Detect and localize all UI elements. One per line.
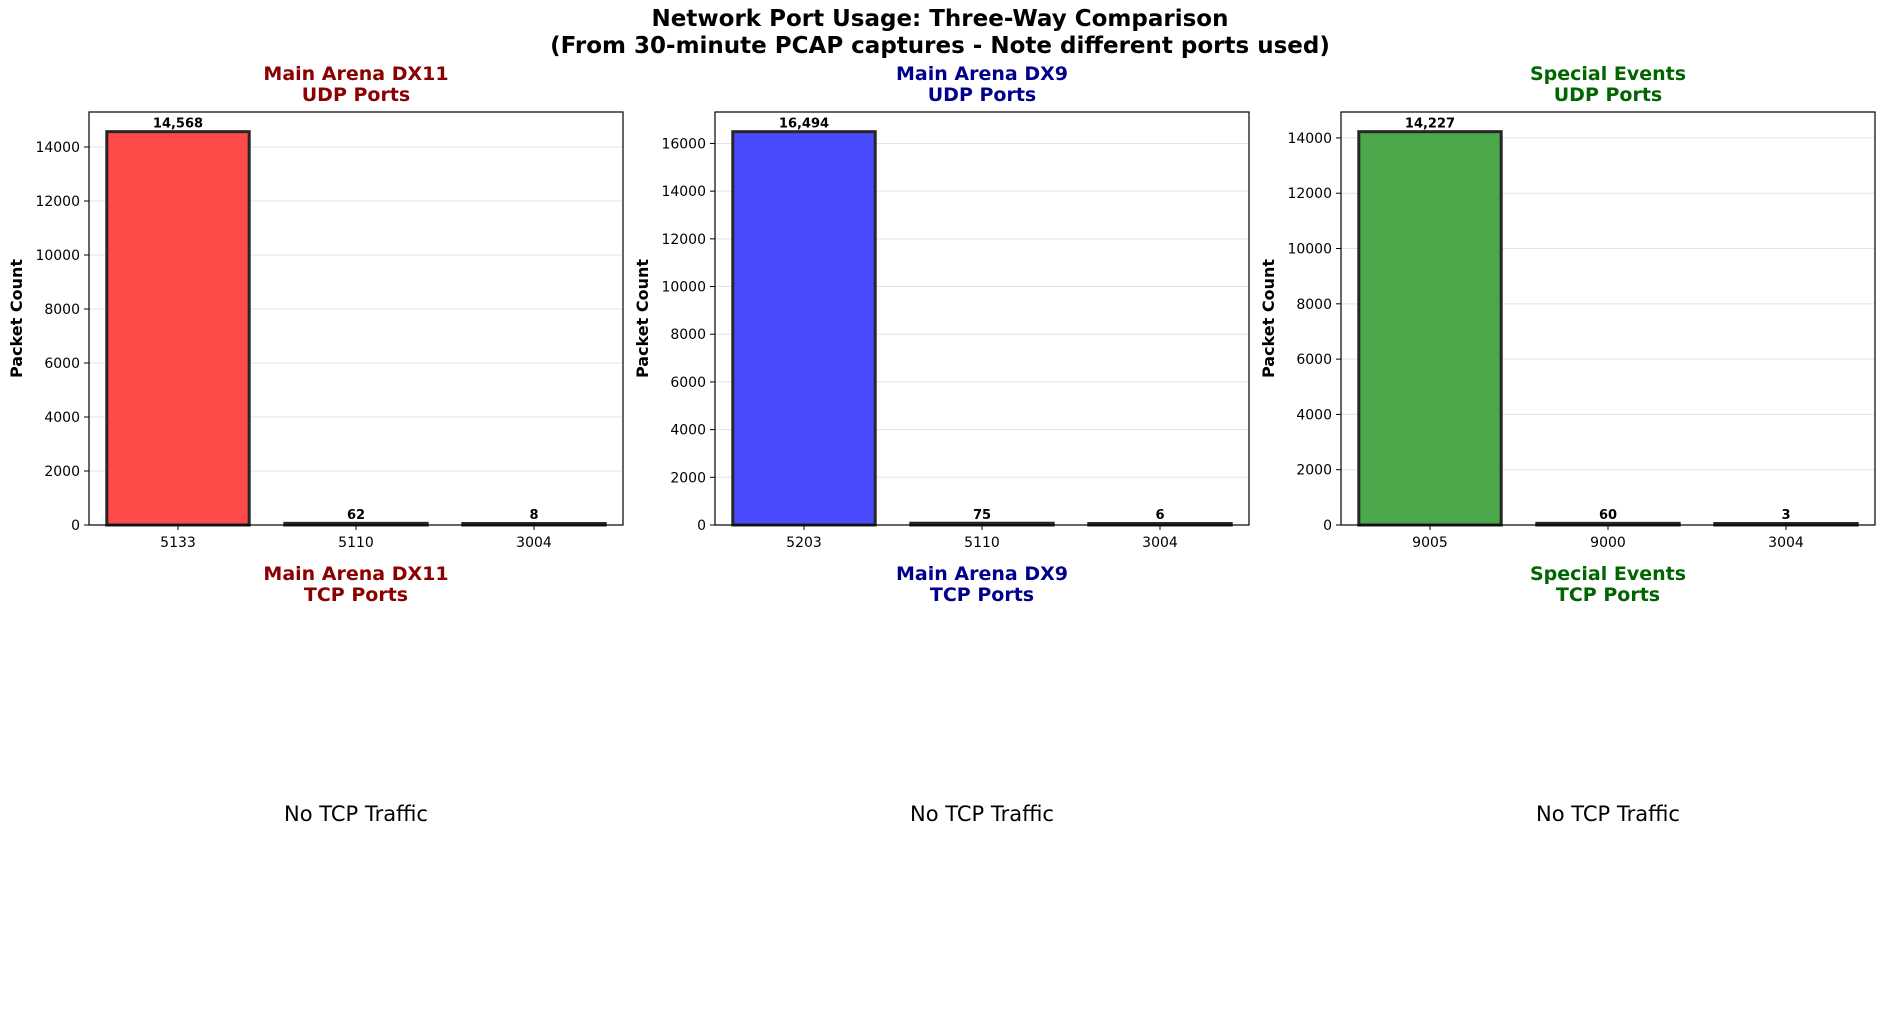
y-tick-label: 12000 — [35, 194, 80, 210]
udp-panel-title-dx9: Main Arena DX9 UDP Ports — [715, 64, 1249, 106]
figure-title-line2: (From 30-minute PCAP captures - Note dif… — [550, 33, 1330, 59]
y-tick-label: 10000 — [1287, 242, 1332, 258]
tcp-panel-title-special-events: Special Events TCP Ports — [1341, 564, 1875, 606]
figure-title: Network Port Usage: Three-Way Comparison… — [0, 6, 1880, 60]
y-tick-label: 2000 — [670, 470, 706, 486]
bar-value-label: 8 — [529, 508, 538, 523]
no-tcp-traffic-dx9: No TCP Traffic — [910, 802, 1054, 826]
tcp-panel-title-line1: Special Events — [1529, 563, 1687, 585]
plot-frame — [1340, 111, 1876, 526]
plot-frame — [714, 111, 1250, 526]
tcp-panel-title-line1: Main Arena DX11 — [263, 563, 449, 585]
bar-value-label: 14,227 — [1405, 117, 1455, 132]
y-axis-label: Packet Count — [633, 259, 652, 378]
y-tick-label: 14000 — [35, 140, 80, 156]
y-tick-label: 10000 — [661, 280, 706, 296]
y-tick-label: 2000 — [1296, 463, 1332, 479]
x-tick-label: 3004 — [1768, 535, 1804, 551]
y-tick-label: 4000 — [1296, 407, 1332, 423]
bar-value-label: 60 — [1599, 508, 1617, 523]
tcp-panel-title-dx9: Main Arena DX9 TCP Ports — [715, 564, 1249, 606]
bar-value-label: 16,494 — [779, 117, 829, 132]
y-tick-label: 6000 — [1296, 352, 1332, 368]
y-tick-label: 12000 — [661, 232, 706, 248]
tcp-panel-title-line1: Main Arena DX9 — [896, 563, 1068, 585]
x-tick-label: 5133 — [160, 535, 196, 551]
y-axis-label: Packet Count — [1259, 259, 1278, 378]
udp-chart-dx11: 0 2000 4000 6000 8000 10000 12000 14000 14,568 51… — [7, 111, 624, 551]
udp-panel-title-dx11: Main Arena DX11 UDP Ports — [89, 64, 623, 106]
x-tick-label: 3004 — [516, 535, 552, 551]
tcp-panel-title-line2: TCP Ports — [1555, 584, 1661, 606]
x-tick-label: 5110 — [964, 535, 1000, 551]
y-tick-label: 12000 — [1287, 186, 1332, 202]
y-tick-label: 6000 — [670, 375, 706, 391]
x-tick-label: 5203 — [786, 535, 822, 551]
x-tick-label: 9000 — [1590, 535, 1626, 551]
y-tick-label: 10000 — [35, 248, 80, 264]
bar-value-label: 75 — [973, 508, 991, 523]
y-tick-label: 4000 — [670, 423, 706, 439]
y-tick-label: 8000 — [44, 302, 80, 318]
bar-9005 — [1357, 130, 1503, 527]
tcp-panel-title-line2: TCP Ports — [929, 584, 1035, 606]
bar-5203 — [731, 130, 877, 527]
udp-chart-dx9: 0 2000 4000 6000 8000 10000 12000 14000 16000 16,… — [633, 111, 1250, 551]
y-tick-label: 4000 — [44, 410, 80, 426]
udp-panel-title-line2: UDP Ports — [1553, 84, 1663, 106]
y-tick-label: 2000 — [44, 464, 80, 480]
y-axis-label: Packet Count — [7, 259, 26, 378]
y-tick-label: 8000 — [670, 327, 706, 343]
no-tcp-traffic-dx11: No TCP Traffic — [284, 802, 428, 826]
y-tick-label: 0 — [697, 518, 706, 534]
tcp-panel-title-line2: TCP Ports — [303, 584, 409, 606]
x-tick-label: 5110 — [338, 535, 374, 551]
bar-value-label: 14,568 — [153, 117, 203, 132]
bar-value-label: 6 — [1155, 508, 1164, 523]
y-tick-label: 8000 — [1296, 297, 1332, 313]
udp-chart-special-events: 0 2000 4000 6000 8000 10000 12000 14000 14,227 90… — [1259, 111, 1876, 551]
bar-value-label: 62 — [347, 508, 365, 523]
udp-panel-title-line2: UDP Ports — [927, 84, 1037, 106]
y-tick-label: 14000 — [661, 184, 706, 200]
y-tick-label: 0 — [71, 518, 80, 534]
tcp-panel-title-dx11: Main Arena DX11 TCP Ports — [89, 564, 623, 606]
udp-panel-title-line1: Special Events — [1529, 63, 1687, 85]
udp-panel-title-line1: Main Arena DX11 — [263, 63, 449, 85]
y-tick-label: 0 — [1323, 518, 1332, 534]
x-tick-label: 3004 — [1142, 535, 1178, 551]
udp-panel-title-line2: UDP Ports — [301, 84, 411, 106]
y-tick-label: 14000 — [1287, 131, 1332, 147]
bar-value-label: 3 — [1781, 508, 1790, 523]
y-tick-label: 16000 — [661, 136, 706, 152]
udp-panel-title-line1: Main Arena DX9 — [896, 63, 1068, 85]
figure-title-line1: Network Port Usage: Three-Way Comparison — [651, 6, 1229, 32]
bar-5133 — [105, 130, 251, 527]
x-tick-label: 9005 — [1412, 535, 1448, 551]
udp-panel-title-special-events: Special Events UDP Ports — [1341, 64, 1875, 106]
plot-frame — [88, 111, 624, 526]
no-tcp-traffic-special-events: No TCP Traffic — [1536, 802, 1680, 826]
y-tick-label: 6000 — [44, 356, 80, 372]
